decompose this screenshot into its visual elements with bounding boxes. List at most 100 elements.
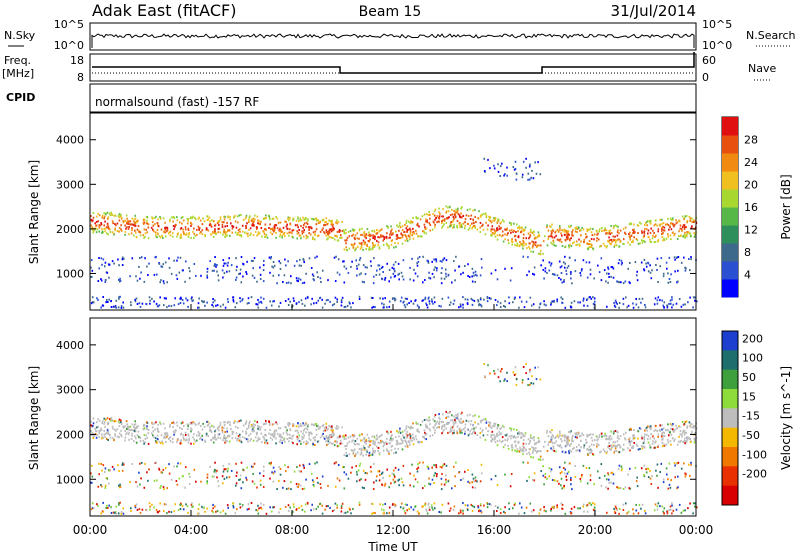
power-cell [372, 305, 375, 308]
power-cell [358, 273, 361, 276]
velocity-cell [377, 449, 379, 452]
power-cell [345, 239, 348, 242]
power-cell [249, 227, 252, 230]
power-cell [358, 242, 361, 245]
velocity-cell [565, 475, 567, 478]
power-cell [561, 298, 564, 300]
power-cell [552, 241, 555, 244]
power-cell [313, 218, 316, 221]
power-cell [335, 255, 337, 258]
power-cell [656, 224, 658, 227]
power-cell [441, 226, 443, 229]
velocity-cell [575, 446, 578, 448]
power-cell [531, 169, 533, 172]
velocity-cell [665, 443, 668, 446]
velocity-cell [550, 468, 553, 471]
power-cell [677, 280, 679, 283]
power-cell [134, 298, 136, 301]
power-cell [298, 234, 301, 237]
power-cell [386, 262, 388, 265]
power-cell [665, 237, 668, 240]
power-cell [268, 218, 271, 221]
power-cell [173, 228, 175, 231]
velocity-cell [377, 441, 379, 444]
velocity-cell [543, 506, 545, 509]
velocity-cell [150, 432, 153, 435]
velocity-cell [165, 432, 167, 435]
power-cell [100, 306, 102, 309]
velocity-cell [223, 426, 225, 429]
power-cell [405, 221, 408, 224]
power-cell [610, 225, 612, 227]
velocity-cell [451, 414, 453, 417]
power-cell [683, 256, 685, 259]
velocity-cell [613, 444, 616, 447]
power-cell [667, 281, 670, 284]
power-cell [443, 219, 446, 222]
velocity-cell [445, 474, 447, 477]
nave-label: Nave [748, 62, 776, 75]
power-cell [128, 223, 130, 225]
velocity-cell [102, 464, 105, 467]
velocity-cell [134, 506, 137, 509]
power-cell [379, 297, 381, 300]
velocity-cell [409, 484, 411, 487]
velocity-cell [493, 434, 495, 437]
velocity-cell [395, 443, 398, 446]
velocity-cell [368, 454, 370, 457]
power-cell [565, 231, 568, 234]
power-cell [334, 296, 337, 299]
velocity-cell [317, 440, 320, 443]
power-cell [280, 230, 282, 233]
power-cell [681, 229, 683, 232]
velocity-cell [134, 420, 136, 423]
velocity-cell [240, 439, 242, 442]
power-cell [228, 257, 230, 260]
power-cell [613, 304, 616, 307]
power-cell [659, 265, 661, 268]
power-cell [101, 227, 103, 230]
power-cell [362, 239, 365, 242]
velocity-cell [607, 472, 609, 475]
nsky-line [91, 33, 695, 48]
velocity-cell [549, 440, 552, 443]
power-cell [235, 269, 238, 272]
power-cell [633, 231, 636, 234]
power-cell [590, 231, 593, 234]
power-cell [377, 236, 379, 239]
velocity-cell [641, 435, 643, 438]
power-cell [378, 247, 381, 250]
power-cell [499, 175, 501, 177]
velocity-cell [402, 464, 405, 467]
power-cell [494, 299, 497, 301]
velocity-cell [340, 507, 343, 510]
power-cell [273, 228, 276, 231]
power-cell [204, 234, 206, 236]
velocity-cell [549, 430, 551, 433]
power-cell [239, 228, 241, 231]
velocity-cell [589, 479, 592, 482]
power-cell [600, 227, 603, 230]
velocity-cell [388, 486, 390, 489]
power-cell [136, 279, 139, 282]
power-cell [615, 239, 617, 242]
power-cell [305, 272, 307, 275]
power-cell [573, 241, 575, 244]
power-cell [328, 230, 330, 233]
velocity-cell [415, 423, 418, 425]
power-cell [258, 232, 261, 235]
power-cell [248, 228, 250, 231]
power-cell [381, 278, 384, 281]
velocity-cell [315, 423, 318, 425]
power-cell [105, 226, 108, 229]
velocity-cell [428, 416, 430, 419]
velocity-cell [533, 448, 535, 451]
power-cell [177, 232, 179, 235]
velocity-cell [498, 433, 501, 436]
power-cell [590, 246, 593, 248]
power-cell [529, 234, 532, 237]
power-cell [564, 306, 567, 309]
velocity-cell [694, 439, 696, 442]
power-cell [139, 305, 142, 308]
